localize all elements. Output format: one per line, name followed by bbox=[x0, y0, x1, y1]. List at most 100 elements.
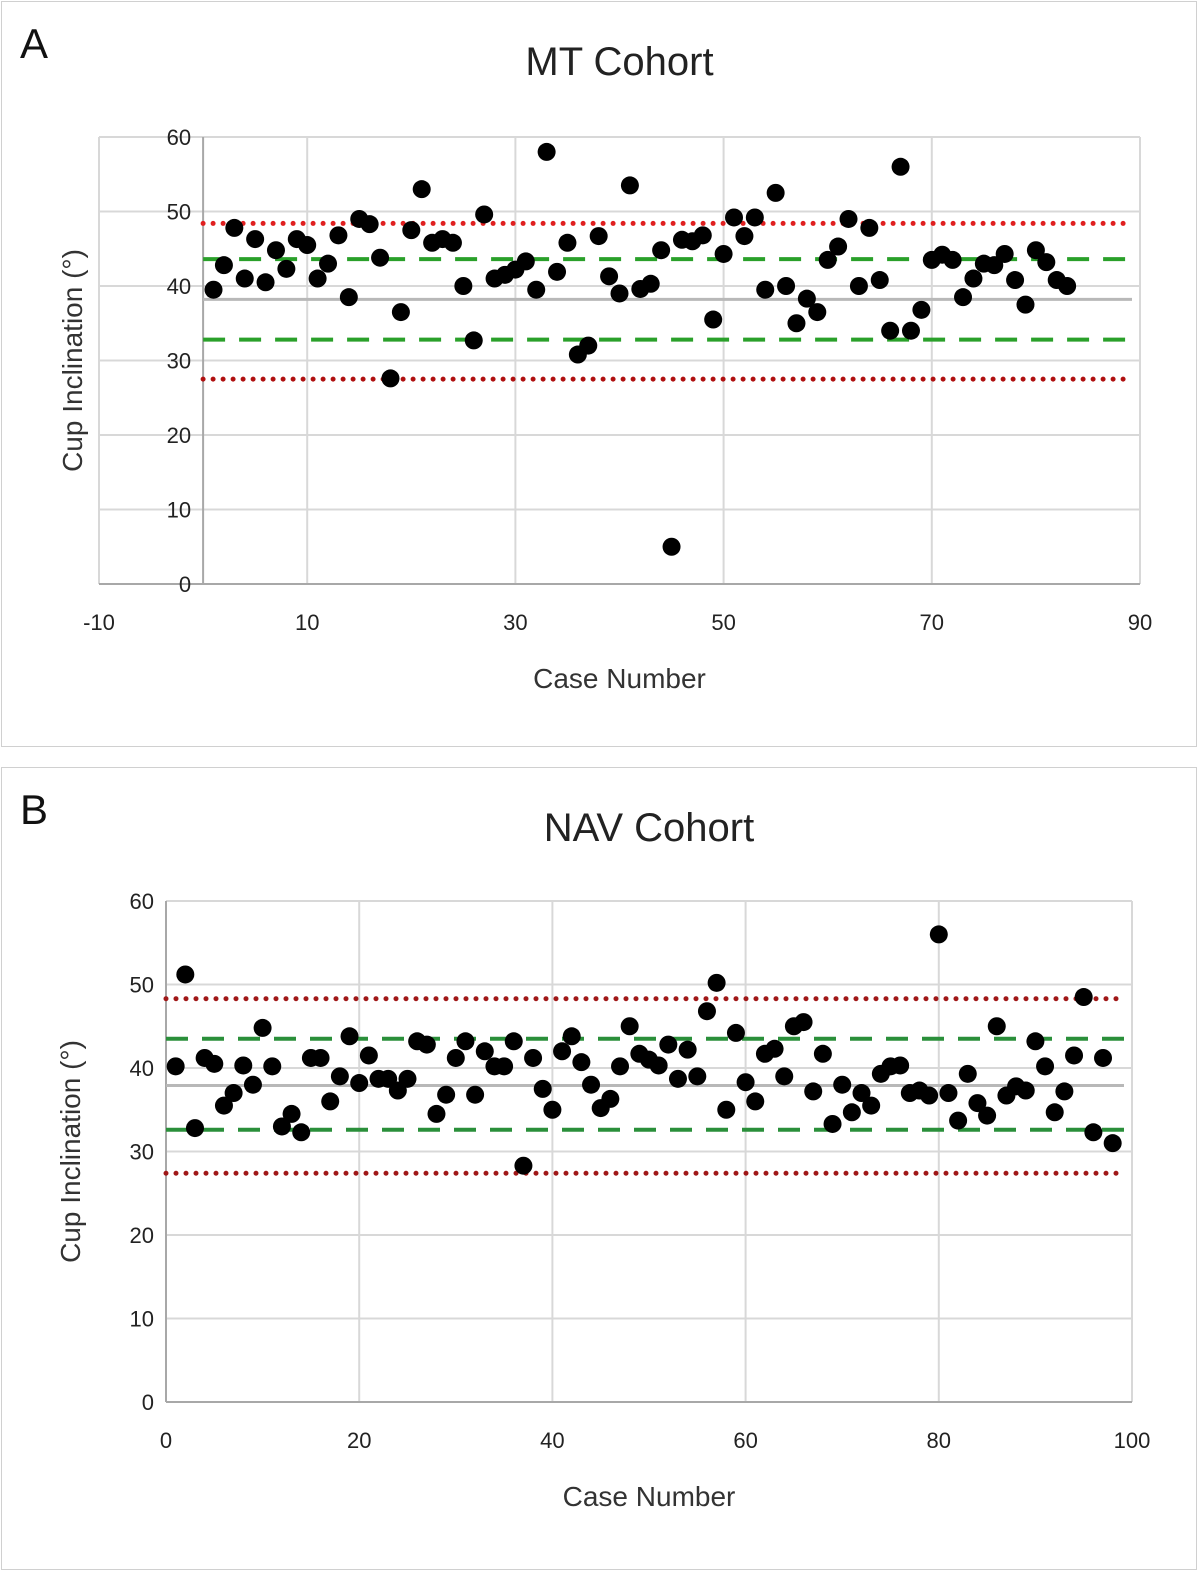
data-point bbox=[775, 1067, 794, 1086]
data-point bbox=[204, 280, 223, 299]
data-point bbox=[548, 262, 567, 281]
x-tick-label: 80 bbox=[927, 1428, 951, 1453]
data-point bbox=[912, 300, 931, 319]
data-point bbox=[329, 226, 348, 245]
data-point bbox=[862, 1096, 881, 1115]
y-tick-label: 0 bbox=[179, 572, 191, 597]
data-point bbox=[1055, 1082, 1074, 1101]
y-tick-label: 10 bbox=[130, 1307, 154, 1332]
data-point bbox=[391, 303, 410, 322]
data-point bbox=[427, 1104, 446, 1123]
data-point bbox=[475, 205, 494, 224]
data-point bbox=[504, 1032, 523, 1051]
data-point bbox=[398, 1069, 417, 1088]
data-point bbox=[1094, 1048, 1113, 1067]
data-point bbox=[371, 248, 390, 267]
data-point bbox=[553, 1042, 572, 1061]
data-point bbox=[359, 1046, 378, 1065]
data-point bbox=[939, 1084, 958, 1103]
data-point bbox=[339, 288, 358, 307]
x-tick-label: 50 bbox=[711, 610, 735, 635]
data-point bbox=[475, 1042, 494, 1061]
y-tick-label: 30 bbox=[167, 349, 191, 374]
data-point bbox=[543, 1100, 562, 1119]
y-tick-label: 0 bbox=[142, 1390, 154, 1415]
data-point bbox=[987, 1017, 1006, 1036]
data-point bbox=[735, 227, 754, 246]
data-point bbox=[266, 241, 285, 260]
data-point bbox=[620, 1017, 639, 1036]
data-point bbox=[558, 233, 577, 252]
data-point bbox=[725, 208, 744, 227]
data-point bbox=[920, 1086, 939, 1105]
chart-title: MT Cohort bbox=[525, 40, 713, 84]
data-point bbox=[527, 280, 546, 299]
data-point bbox=[256, 273, 275, 292]
data-point bbox=[860, 218, 879, 237]
data-point bbox=[787, 314, 806, 333]
data-point bbox=[466, 1085, 485, 1104]
data-point bbox=[641, 274, 660, 293]
data-point bbox=[901, 321, 920, 340]
data-point bbox=[1037, 253, 1056, 272]
data-point bbox=[808, 303, 827, 322]
data-point bbox=[839, 209, 858, 228]
data-point bbox=[818, 250, 837, 269]
data-point bbox=[678, 1040, 697, 1059]
data-point bbox=[601, 1089, 620, 1108]
data-point bbox=[1074, 988, 1093, 1007]
data-point bbox=[649, 1056, 668, 1075]
data-point bbox=[968, 1094, 987, 1113]
data-point bbox=[1016, 1081, 1035, 1100]
data-point bbox=[454, 277, 473, 295]
data-point bbox=[417, 1035, 436, 1054]
y-tick-label: 10 bbox=[167, 498, 191, 523]
data-point bbox=[311, 1048, 330, 1067]
data-point bbox=[704, 310, 723, 329]
data-point bbox=[881, 321, 900, 340]
data-point bbox=[659, 1035, 678, 1054]
data-point bbox=[572, 1053, 591, 1072]
x-tick-label: -10 bbox=[83, 610, 115, 635]
data-point bbox=[437, 1085, 456, 1104]
data-point bbox=[688, 1067, 707, 1086]
panel-letter: A bbox=[20, 20, 49, 67]
data-point bbox=[166, 1057, 185, 1076]
panel-letter: B bbox=[20, 786, 49, 833]
x-axis-label: Case Number bbox=[533, 663, 706, 694]
x-tick-label: 90 bbox=[1128, 610, 1152, 635]
data-point bbox=[600, 267, 619, 286]
x-tick-label: 70 bbox=[920, 610, 944, 635]
data-point bbox=[292, 1123, 311, 1142]
data-point bbox=[777, 277, 796, 295]
data-point bbox=[176, 965, 195, 984]
data-point bbox=[1006, 271, 1025, 290]
y-tick-label: 20 bbox=[167, 423, 191, 448]
data-point bbox=[225, 218, 244, 237]
data-point bbox=[495, 1057, 514, 1076]
data-point bbox=[443, 233, 462, 252]
x-tick-label: 30 bbox=[503, 610, 527, 635]
data-point bbox=[929, 925, 948, 944]
data-point bbox=[1026, 241, 1045, 260]
data-point bbox=[1103, 1134, 1122, 1153]
data-point bbox=[1036, 1057, 1055, 1076]
data-point bbox=[842, 1103, 861, 1122]
data-point bbox=[978, 1106, 997, 1125]
chart-title: NAV Cohort bbox=[544, 806, 754, 850]
data-point bbox=[736, 1073, 755, 1092]
data-point bbox=[524, 1048, 543, 1067]
data-point bbox=[350, 1074, 369, 1093]
chart-nav-cohort: NAV Cohort 0 10 20 30 40 50 60 0 20 40 60 80 100 Case … bbox=[55, 806, 1150, 1512]
data-point bbox=[340, 1027, 359, 1046]
data-point bbox=[717, 1100, 736, 1119]
data-point bbox=[1084, 1123, 1103, 1142]
data-point bbox=[381, 369, 400, 388]
data-point bbox=[298, 236, 317, 255]
data-point bbox=[321, 1092, 340, 1111]
x-tick-label: 10 bbox=[295, 610, 319, 635]
x-tick-label: 20 bbox=[347, 1428, 371, 1453]
y-tick-label: 40 bbox=[167, 274, 191, 299]
data-point bbox=[746, 1092, 765, 1111]
data-point bbox=[714, 244, 733, 263]
